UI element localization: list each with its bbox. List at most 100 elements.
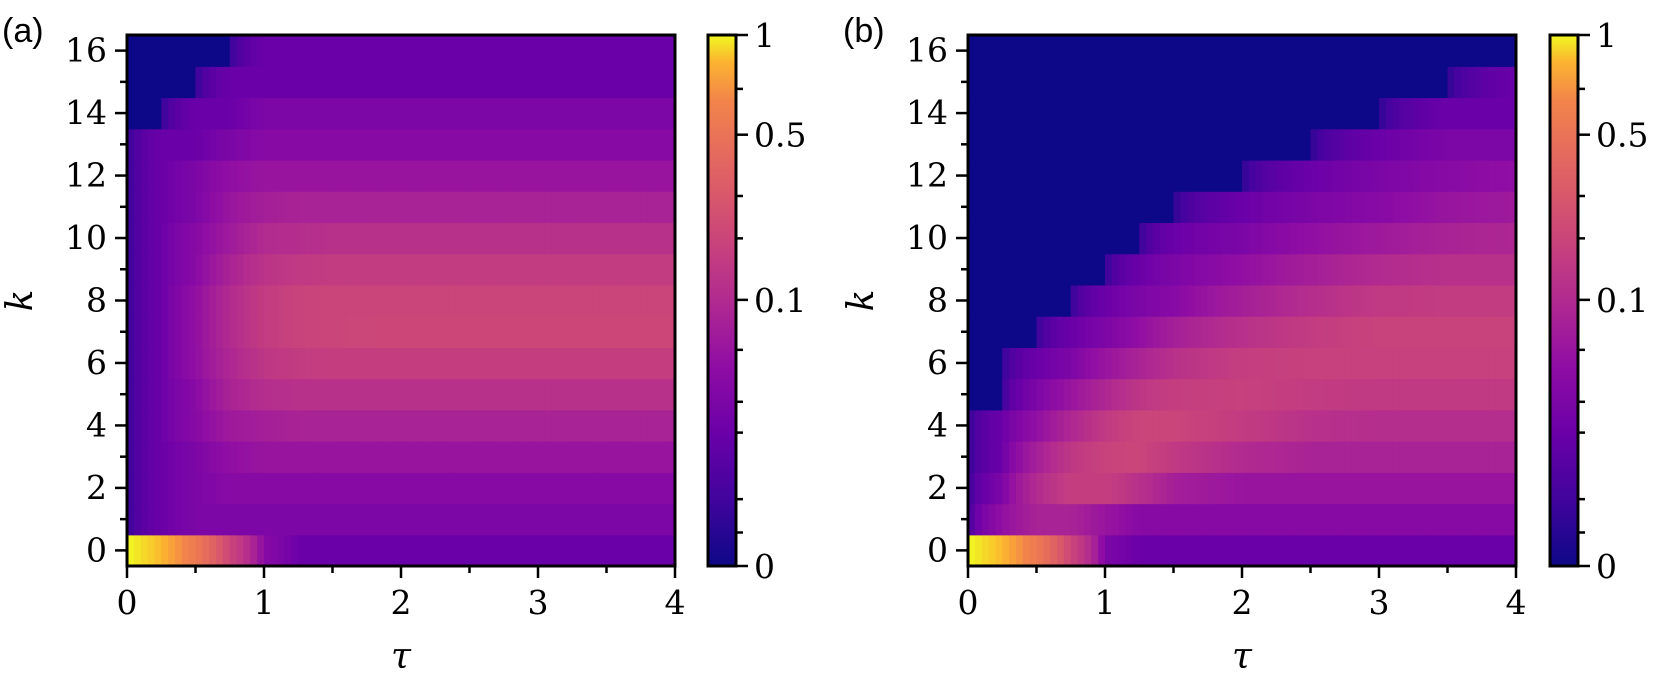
heatmap-cell (216, 128, 224, 161)
heatmap-cell (1146, 284, 1154, 317)
heatmap-cell (366, 441, 375, 473)
heatmap-cell (633, 191, 642, 224)
heatmap-cell (147, 35, 155, 67)
heatmap-cell (974, 503, 983, 536)
heatmap-cell (1474, 253, 1483, 286)
heatmap-cell (1337, 253, 1346, 286)
heatmap-cell (305, 66, 313, 99)
heatmap-cell (1057, 191, 1065, 224)
heatmap-cell (325, 35, 334, 67)
colorbar-tick-label: 0.5 (754, 116, 806, 155)
heatmap-cell (1502, 35, 1510, 67)
heatmap-cell (1235, 316, 1243, 348)
heatmap-cell (1289, 35, 1298, 67)
heatmap-cell (229, 534, 238, 567)
heatmap-cell (1029, 191, 1038, 224)
heatmap-cell (1248, 66, 1257, 99)
heatmap-cell (1139, 284, 1147, 317)
heatmap-cell (1221, 253, 1229, 286)
heatmap-cell (1426, 253, 1435, 286)
heatmap-cell (1194, 66, 1202, 99)
heatmap-cell (1420, 472, 1428, 505)
heatmap-cell (195, 284, 203, 317)
heatmap-cell (1454, 378, 1462, 411)
heatmap-cell (1221, 191, 1229, 224)
heatmap-cell (380, 128, 388, 161)
heatmap-cell (1337, 534, 1346, 567)
heatmap-cell (1228, 222, 1236, 255)
heatmap-cell (496, 284, 505, 317)
heatmap-cell (127, 378, 135, 411)
heatmap-cell (1063, 347, 1072, 380)
heatmap-cell (995, 97, 1003, 130)
heatmap-cell (476, 347, 484, 380)
heatmap-cell (1474, 441, 1483, 473)
heatmap-cell (620, 503, 628, 536)
heatmap-cell (968, 128, 976, 161)
heatmap-cell (229, 503, 238, 536)
heatmap-cell (544, 222, 553, 255)
heatmap-cell (127, 409, 135, 442)
heatmap-cell (1289, 97, 1298, 130)
colorbar-tick-label: 0.1 (754, 281, 806, 320)
heatmap-cell (1105, 503, 1113, 536)
heatmap-cell (633, 472, 642, 505)
heatmap-cell (154, 66, 162, 99)
heatmap-cell (298, 441, 306, 473)
heatmap-cell (1379, 159, 1387, 192)
heatmap-cell (257, 503, 265, 536)
heatmap-cell (483, 66, 491, 99)
heatmap-cell (606, 409, 614, 442)
heatmap-cell (346, 66, 354, 99)
heatmap-cell (1331, 159, 1339, 192)
heatmap-cell (1009, 378, 1017, 411)
heatmap-cell (1111, 534, 1120, 567)
heatmap-cell (1125, 128, 1133, 161)
heatmap-cell (140, 97, 149, 130)
heatmap-cell (161, 159, 169, 192)
heatmap-cell (1495, 347, 1503, 380)
heatmap-cell (1269, 409, 1277, 442)
heatmap-cell (394, 378, 402, 411)
heatmap-cell (620, 441, 628, 473)
heatmap-cell (284, 503, 292, 536)
heatmap-cell (1447, 409, 1455, 442)
heatmap-cell (298, 347, 306, 380)
heatmap-cell (1235, 159, 1243, 192)
heatmap-cell (1495, 97, 1503, 130)
heatmap-cell (1488, 66, 1497, 99)
heatmap-cell (250, 159, 258, 192)
heatmap-cell (1050, 534, 1058, 567)
heatmap-cell (366, 347, 375, 380)
heatmap-cell (1392, 409, 1401, 442)
heatmap-cell (654, 378, 662, 411)
heatmap-cell (291, 128, 299, 161)
heatmap-cell (988, 316, 996, 348)
heatmap-cell (202, 409, 210, 442)
heatmap-cell (133, 347, 142, 380)
heatmap-cell (661, 222, 669, 255)
heatmap-cell (1084, 347, 1092, 380)
heatmap-cell (476, 534, 484, 567)
heatmap-cell (1187, 316, 1195, 348)
heatmap-cell (640, 159, 649, 192)
heatmap-cell (968, 378, 976, 411)
heatmap-cell (1495, 409, 1503, 442)
heatmap-cell (654, 503, 662, 536)
heatmap-cell (599, 347, 608, 380)
heatmap-cell (1509, 316, 1517, 348)
heatmap-cell (1488, 191, 1497, 224)
heatmap-cell (1002, 222, 1010, 255)
heatmap-cell (428, 316, 436, 348)
heatmap-cell (1495, 35, 1503, 67)
heatmap-cell (1132, 159, 1140, 192)
heatmap-cell (318, 191, 327, 224)
heatmap-cell (1248, 347, 1257, 380)
heatmap-cell (1474, 159, 1483, 192)
heatmap-cell (1242, 347, 1250, 380)
heatmap-cell (1139, 472, 1147, 505)
heatmap-cell (311, 97, 320, 130)
heatmap-cell (647, 191, 656, 224)
heatmap-cell (1070, 97, 1079, 130)
